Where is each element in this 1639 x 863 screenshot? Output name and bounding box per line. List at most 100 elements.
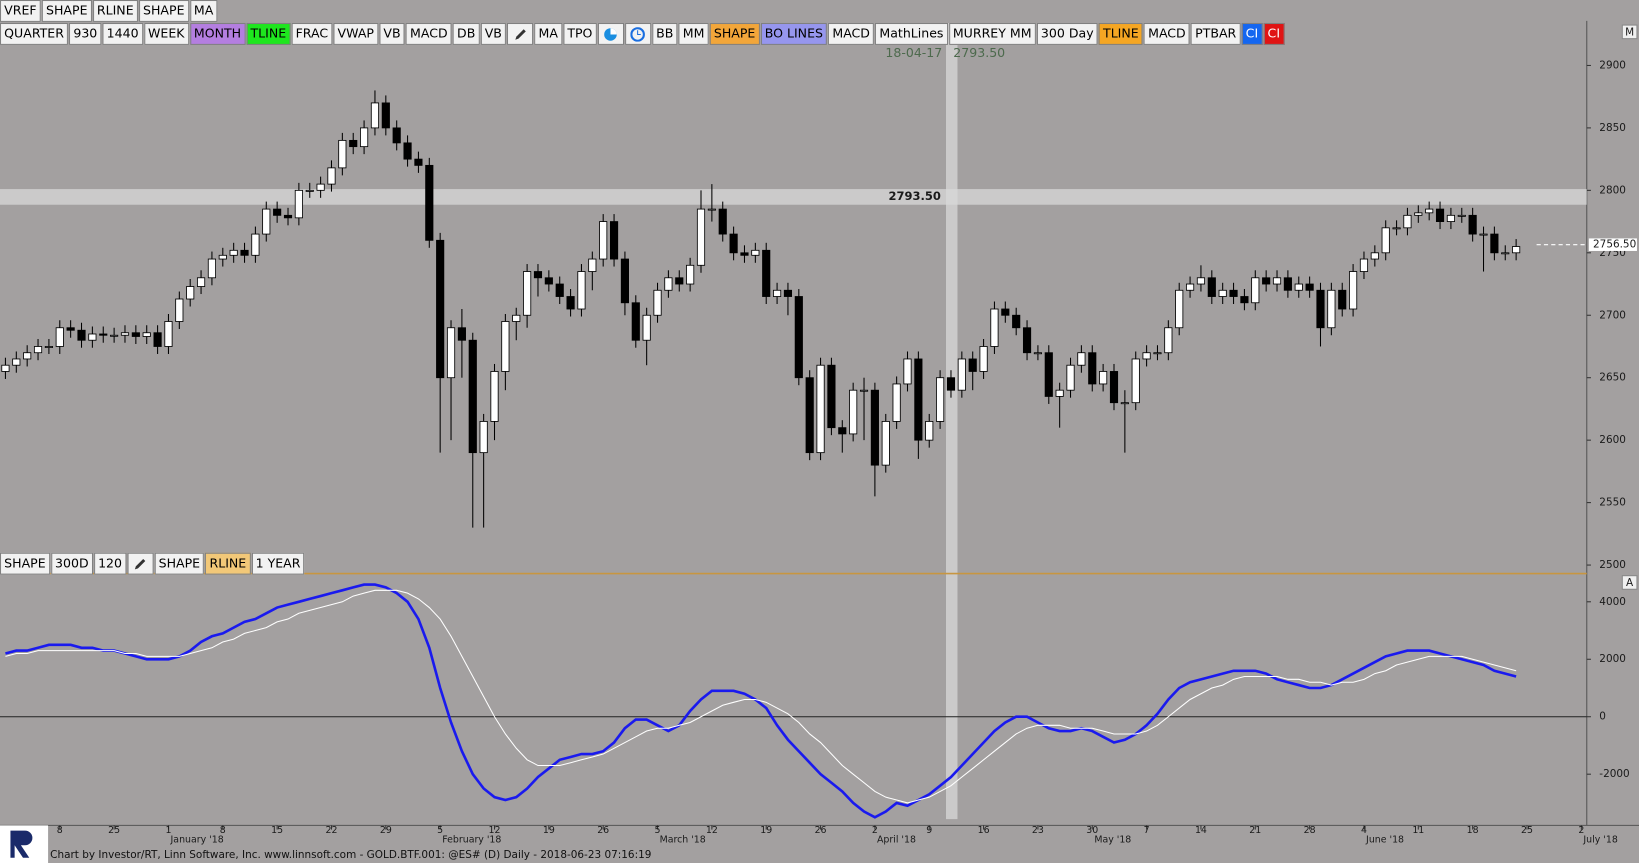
candle-body bbox=[773, 289, 782, 297]
y-tick-label: 2550 bbox=[1599, 497, 1626, 509]
x-tick-label: 8 bbox=[220, 825, 226, 836]
toolbar-button[interactable]: FRAC bbox=[291, 22, 333, 45]
toolbar-button[interactable]: RLINE bbox=[92, 0, 138, 22]
toolbar-button[interactable]: CI bbox=[1241, 22, 1263, 45]
candle-body bbox=[512, 314, 521, 322]
candle-body bbox=[1414, 212, 1423, 216]
panel-marker[interactable]: M bbox=[1625, 26, 1634, 38]
toolbar-button[interactable]: MathLines bbox=[875, 22, 948, 45]
toolbar-button[interactable]: WEEK bbox=[143, 22, 189, 45]
toolbar-button[interactable]: 300D bbox=[50, 552, 93, 575]
x-tick-label: 12 bbox=[706, 825, 718, 836]
panel-marker-box[interactable] bbox=[1621, 575, 1638, 590]
y-tick-label: 2750 bbox=[1599, 247, 1626, 259]
x-tick-label: 23 bbox=[1032, 825, 1044, 836]
pie-icon[interactable] bbox=[597, 22, 624, 45]
pencil-icon[interactable] bbox=[507, 22, 534, 45]
toolbar-button[interactable]: 1440 bbox=[102, 22, 143, 45]
candle-body bbox=[1403, 214, 1412, 229]
x-tick-label: 11 bbox=[1412, 825, 1424, 836]
toolbar-button[interactable]: SHAPE bbox=[41, 0, 92, 22]
candle-body bbox=[936, 377, 945, 422]
candle-body bbox=[1370, 252, 1379, 260]
candle-body bbox=[186, 286, 195, 300]
candle-body bbox=[849, 389, 858, 435]
candle-body bbox=[1457, 214, 1466, 217]
candle-body bbox=[1207, 277, 1216, 297]
candle-body bbox=[533, 271, 543, 279]
toolbar-button[interactable]: TLINE bbox=[246, 22, 291, 45]
toolbar-button[interactable]: MACD bbox=[405, 22, 452, 45]
panel-marker[interactable]: A bbox=[1626, 577, 1634, 589]
candle-body bbox=[164, 321, 173, 347]
toolbar-button[interactable]: DB bbox=[452, 22, 480, 45]
toolbar-button[interactable]: VREF bbox=[0, 0, 41, 22]
toolbar-button[interactable]: RLINE bbox=[205, 552, 251, 575]
x-tick-label: 19 bbox=[543, 825, 555, 836]
toolbar-button[interactable]: 1 YEAR bbox=[251, 552, 305, 575]
toolbar-button[interactable]: BO LINES bbox=[760, 22, 828, 45]
toolbar-button[interactable]: MACD bbox=[1143, 22, 1190, 45]
candle-body bbox=[675, 277, 684, 285]
x-month-label: May '18 bbox=[1094, 835, 1131, 846]
candle-body bbox=[1012, 314, 1021, 329]
candle-body bbox=[1251, 277, 1260, 304]
candle-body bbox=[1294, 283, 1303, 291]
candle-body bbox=[1468, 214, 1477, 235]
candle-body bbox=[273, 208, 282, 216]
toolbar-button[interactable]: MA bbox=[189, 0, 218, 22]
toolbar-button[interactable]: SHAPE bbox=[709, 22, 760, 45]
toolbar-button[interactable]: MM bbox=[678, 22, 709, 45]
toolbar-button[interactable]: SHAPE bbox=[138, 0, 189, 22]
toolbar-button[interactable]: CI bbox=[1263, 22, 1285, 45]
x-tick-label: 29 bbox=[380, 825, 392, 836]
candle-body bbox=[196, 277, 206, 287]
x-tick-label: 5 bbox=[655, 825, 661, 836]
toolbar-button[interactable]: BB bbox=[652, 22, 678, 45]
candle-body bbox=[370, 102, 380, 129]
candle-body bbox=[77, 329, 86, 341]
toolbar-button[interactable]: VWAP bbox=[333, 22, 379, 45]
toolbar-button[interactable]: VB bbox=[480, 22, 507, 45]
toolbar-button[interactable]: MURREY MM bbox=[948, 22, 1036, 45]
panel-marker-box[interactable] bbox=[1621, 24, 1638, 40]
last-price-box bbox=[1588, 238, 1637, 251]
clock-icon[interactable] bbox=[624, 22, 651, 45]
candle-body bbox=[229, 249, 238, 256]
x-tick-label: 12 bbox=[489, 825, 501, 836]
toolbar-button[interactable]: 300 Day bbox=[1036, 22, 1098, 45]
x-tick-label: 1 bbox=[165, 825, 171, 836]
toolbar-button[interactable]: MACD bbox=[828, 22, 875, 45]
candle-body bbox=[783, 289, 793, 297]
candle-body bbox=[1120, 402, 1129, 405]
candle-body bbox=[903, 358, 912, 385]
toolbar-button[interactable]: SHAPE bbox=[154, 552, 205, 575]
toolbar-button[interactable]: TPO bbox=[563, 22, 597, 45]
toolbar-button[interactable]: VB bbox=[379, 22, 405, 45]
candle-body bbox=[1283, 277, 1292, 291]
toolbar-button[interactable]: TLINE bbox=[1098, 22, 1143, 45]
toolbar-button[interactable]: MONTH bbox=[189, 22, 246, 45]
candle-body bbox=[523, 271, 532, 316]
candle-body bbox=[218, 254, 227, 260]
pencil-icon[interactable] bbox=[127, 552, 154, 575]
candle-body bbox=[501, 321, 510, 372]
x-tick-label: 28 bbox=[1304, 825, 1316, 836]
toolbar-button[interactable]: PTBAR bbox=[1190, 22, 1241, 45]
toolbar-button[interactable]: SHAPE bbox=[0, 552, 50, 575]
toolbar-button[interactable]: 120 bbox=[93, 552, 127, 575]
candle-body bbox=[566, 296, 575, 310]
candle-body bbox=[544, 277, 553, 285]
toolbar-button[interactable]: QUARTER bbox=[0, 22, 69, 45]
candle-body bbox=[55, 327, 64, 347]
toolbar-button[interactable]: 930 bbox=[69, 22, 102, 45]
x-month-label: April '18 bbox=[877, 835, 916, 846]
toolbar-button[interactable]: MA bbox=[534, 22, 563, 45]
candle-body bbox=[762, 249, 771, 297]
candle-body bbox=[1305, 283, 1314, 291]
toolbar-main: QUARTER 930 1440 WEEK MONTH TLINE FRAC V… bbox=[0, 22, 1285, 45]
x-tick-label: 22 bbox=[326, 825, 338, 836]
candle-body bbox=[1185, 283, 1195, 291]
